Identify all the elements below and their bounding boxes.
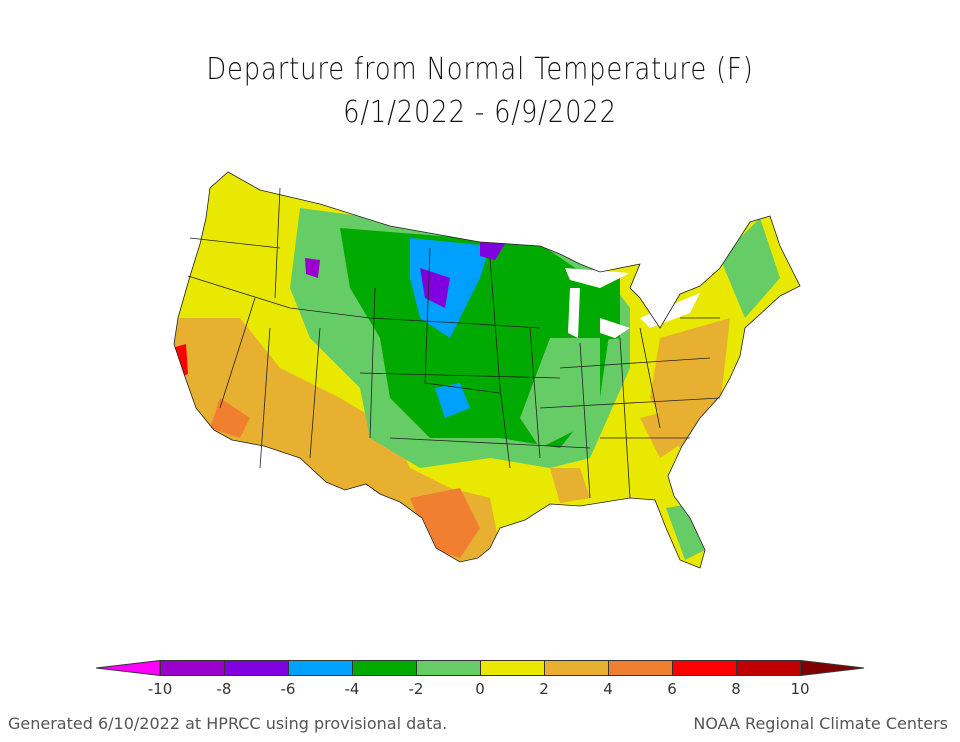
- colorbar-tick: -6: [280, 680, 296, 698]
- colorbar-tick: 6: [667, 680, 677, 698]
- colorbar-bin: [416, 660, 481, 676]
- colorbar-bin: [352, 660, 417, 676]
- date-range: 6/1/2022 - 6/9/2022: [343, 95, 617, 130]
- colorbar-tick: -8: [216, 680, 232, 698]
- colorbar-tick: 10: [790, 680, 810, 698]
- colorbar-left-extension: [96, 660, 161, 676]
- colorbar-bin: [480, 660, 545, 676]
- generated-note: Generated 6/10/2022 at HPRCC using provi…: [8, 714, 448, 733]
- colorbar-bin: [608, 660, 673, 676]
- colorbar-bin: [736, 660, 801, 676]
- colorbar-tick: -10: [147, 680, 173, 698]
- colorbar-right-extension: [800, 660, 865, 676]
- colorbar-tick: 0: [475, 680, 485, 698]
- colorbar-bin: [672, 660, 737, 676]
- colorbar-bin: [544, 660, 609, 676]
- colorbar-bin: [224, 660, 289, 676]
- colorbar-tick: 2: [539, 680, 549, 698]
- colorbar-tick: 4: [603, 680, 613, 698]
- us-temperature-departure-map: [173, 171, 801, 569]
- colorbar-bin: [288, 660, 353, 676]
- colorbar-tick: 8: [731, 680, 741, 698]
- colorbar-bin: [160, 660, 225, 676]
- colorbar-tick: -4: [344, 680, 360, 698]
- source-credit: NOAA Regional Climate Centers: [693, 714, 948, 733]
- map-title: Departure from Normal Temperature (F): [206, 52, 754, 87]
- colorbar-tick: -2: [408, 680, 424, 698]
